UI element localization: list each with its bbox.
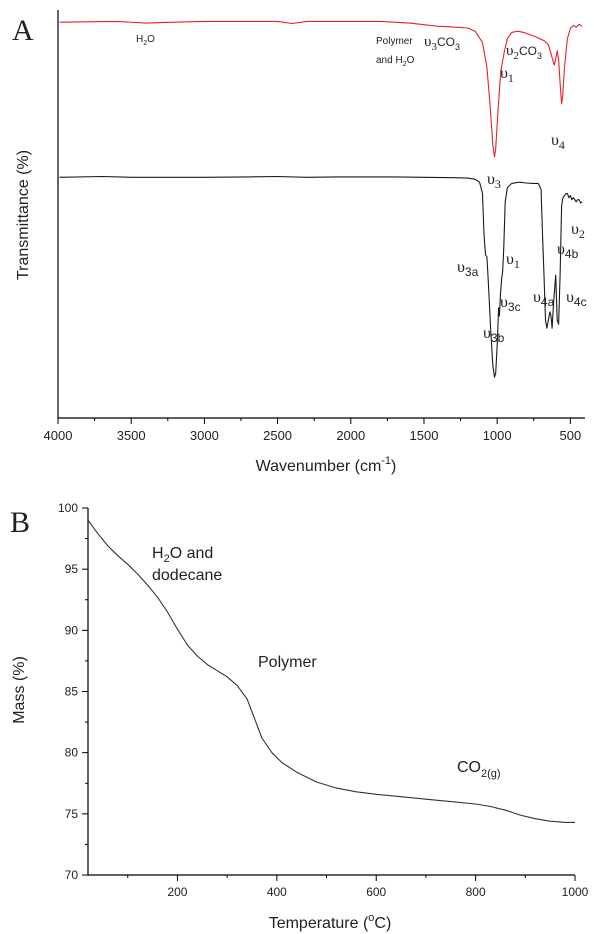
ftir-annot-v1-black: υ1	[506, 251, 520, 271]
tga-annot-co2: CO2(g)	[457, 759, 501, 780]
panel-label-b: B	[10, 506, 30, 539]
ftir-annot-v2-black: υ2	[571, 221, 585, 241]
tga-axis-frame	[87, 508, 575, 876]
tga-y-tick-label: 80	[65, 746, 79, 760]
ftir-annot-v4-red: υ4	[551, 132, 565, 152]
panel-label-a: A	[12, 14, 34, 47]
tga-y-tick-label: 70	[65, 868, 79, 882]
ftir-x-tick-label: 1500	[410, 428, 439, 443]
ftir-x-ticks: 4000 3500 3000 2500 2000 1500 1000 500	[44, 418, 582, 443]
tga-y-tick-label: 100	[58, 501, 78, 515]
ftir-x-axis-title: Wavenumber (cm-1)	[256, 455, 397, 475]
tga-x-tick-label: 400	[267, 885, 287, 899]
tga-mass-line	[87, 519, 575, 823]
ftir-annot-v3b: υ3b	[483, 325, 505, 345]
tga-series	[87, 519, 575, 823]
ftir-annot-v1-red: υ1	[500, 65, 514, 85]
ftir-annot-v3-red: υ3	[487, 171, 501, 191]
ftir-annot-v3c: υ3c	[500, 294, 521, 314]
ftir-x-tick-label: 2000	[336, 428, 365, 443]
tga-y-tick-label: 95	[65, 562, 79, 576]
ftir-x-tick-label: 500	[560, 428, 582, 443]
ftir-annot-v3a: υ3a	[457, 259, 479, 279]
tga-x-tick-label: 600	[366, 885, 386, 899]
ftir-annot-v2co3: υ2CO3	[506, 43, 542, 62]
ftir-annot-v4c: υ4c	[566, 289, 587, 309]
tga-annot-polymer: Polymer	[258, 654, 317, 671]
tga-y-tick-label: 85	[65, 685, 79, 699]
ftir-annot-water: H2O	[136, 34, 155, 47]
tga-annot-water: H2O and	[152, 545, 213, 565]
tga-x-tick-label: 200	[167, 885, 187, 899]
tga-x-tick-label: 800	[466, 885, 486, 899]
ftir-series-black-line	[59, 175, 583, 378]
tga-ticks: 200 400 600 800 1000 70 75 80 85 90 95 100	[58, 501, 589, 899]
tga-y-tick-label: 75	[65, 807, 79, 821]
ftir-annot-v4b: υ4b	[557, 241, 579, 261]
ftir-x-tick-label: 2500	[263, 428, 292, 443]
ftir-series	[59, 20, 583, 378]
ftir-series-red-line	[59, 20, 583, 158]
ftir-x-tick-label: 4000	[44, 428, 73, 443]
tga-annot-dodecane: dodecane	[152, 567, 222, 584]
ftir-x-tick-label: 3000	[190, 428, 219, 443]
ftir-annot-polymer: Polymer	[376, 36, 413, 47]
tga-y-axis-title: Mass (%)	[11, 656, 28, 724]
ftir-annot-v3co3: υ3CO3	[424, 34, 460, 53]
ftir-y-axis-title: Transmittance (%)	[15, 150, 32, 280]
ftir-annot-v4a: υ4a	[533, 289, 555, 309]
tga-y-tick-label: 90	[65, 623, 79, 637]
ftir-panel: 4000 3500 3000 2500 2000 1500 1000 500 Transmit…	[15, 10, 587, 475]
tga-x-axis-title: Temperature (oC)	[269, 912, 392, 932]
tga-x-tick-label: 1000	[562, 885, 589, 899]
ftir-annot-polymer-water: and H2O	[376, 55, 415, 68]
tga-panel: 200 400 600 800 1000 70 75 80 85 90 95 100 Mass (%)…	[11, 501, 589, 932]
ftir-x-tick-label: 3500	[117, 428, 146, 443]
ftir-x-tick-label: 1000	[483, 428, 512, 443]
